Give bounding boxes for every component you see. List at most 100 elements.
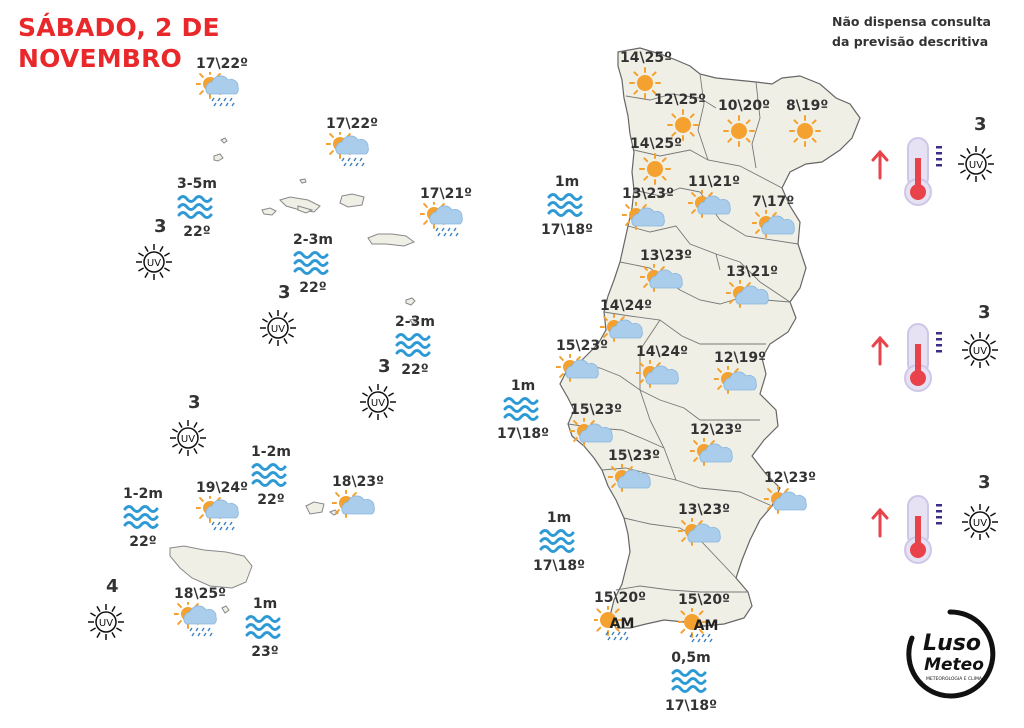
station-faro-east: 15\20º AM [676, 592, 730, 652]
station-temp: 13\21º [726, 264, 778, 280]
svg-text:AM: AM [694, 618, 719, 634]
station-setubal: 15\23º [607, 448, 660, 502]
station-faro-west: 15\20º AM [592, 590, 646, 650]
arrow-up-icon [870, 507, 890, 542]
station-porto: 14\25º [630, 136, 682, 190]
waves-icon [162, 193, 232, 223]
waves-icon [236, 461, 306, 491]
madeira-islands [169, 501, 339, 614]
sun-icon [638, 152, 682, 190]
waves-icon [380, 331, 450, 361]
station-temp: 15\20º [594, 590, 646, 606]
station-temp: 14\24º [600, 298, 652, 314]
uv-sun-icon: UV [358, 382, 398, 426]
waves-icon [230, 613, 300, 643]
sun-icon [722, 114, 770, 152]
sun-icon [666, 108, 706, 146]
uv-sun-icon: UV [960, 330, 1000, 374]
azores-station-east: 17\21º [419, 186, 472, 246]
waves-icon [532, 191, 602, 221]
svg-text:UV: UV [99, 618, 113, 629]
partly-cloudy-icon [621, 200, 674, 240]
station-vila-real: 10\20º [718, 98, 770, 152]
station-temp: 17\22º [326, 116, 378, 132]
partly-cloudy-icon [599, 312, 652, 352]
partly-cloudy-icon [763, 484, 816, 524]
wave-height: 1m [510, 378, 536, 394]
station-temp: 17\21º [420, 186, 472, 202]
partly-cloudy-icon [677, 516, 730, 556]
wave-height: 1m [252, 596, 278, 612]
arrow-up-icon [870, 335, 890, 370]
station-temp: 15\23º [570, 402, 622, 418]
azores-station-west: 17\22º [195, 56, 248, 116]
station-leiria: 14\24º [599, 298, 652, 352]
azores-sea-east: 2-3m 22º [380, 314, 450, 378]
station-temp: 18\25º [174, 586, 226, 602]
sea-temp: 23º [251, 644, 279, 660]
station-temp: 12\19º [714, 350, 766, 366]
wave-height: 2-3m [395, 314, 435, 330]
partly-cloudy-icon [713, 364, 766, 404]
svg-text:UV: UV [969, 160, 983, 171]
sun-cloud-rain-icon [325, 129, 378, 176]
station-temp: 17\22º [196, 56, 248, 72]
partly-cloudy-icon [639, 262, 692, 302]
station-castelo-branco: 13\21º [725, 264, 778, 318]
waves-icon [656, 667, 726, 697]
station-lisboa-norte: 15\23º [555, 338, 608, 392]
station-aveiro: 13\23º [621, 186, 674, 240]
station-temp: 12\23º [764, 470, 816, 486]
sea-temp: 17\18º [541, 222, 593, 238]
azores-station-central: 17\22º [325, 116, 378, 176]
station-temp: 15\23º [556, 338, 608, 354]
uv-sun-icon: UV [956, 144, 996, 188]
partly-cloudy-icon [725, 278, 778, 318]
logo-ring-icon: Luso Meteo METEOROLOGIA E CLIMA [906, 609, 996, 699]
station-temp: 13\23º [678, 502, 730, 518]
uv-value: 3 [978, 472, 991, 493]
forecast-date: SÁBADO, 2 DE NOVEMBRO [18, 12, 220, 74]
sea-temp: 17\18º [497, 426, 549, 442]
disclaimer-line-2: da previsão descritiva [832, 34, 989, 49]
wave-height: 1-2m [123, 486, 163, 502]
madeira-station-south: 18\25º [173, 586, 226, 646]
partly-cloudy-icon [607, 462, 660, 502]
madeira-sea-west: 1-2m 22º [108, 486, 178, 550]
waves-icon [278, 249, 348, 279]
sea-temp: 22º [257, 492, 285, 508]
station-temp: 15\23º [608, 448, 660, 464]
uv-value: 3 [188, 392, 201, 413]
sea-temp: 17\18º [665, 698, 717, 714]
azores-sea-central: 2-3m 22º [278, 232, 348, 296]
madeira-station-north: 19\24º [195, 480, 248, 540]
station-coimbra: 13\23º [639, 248, 692, 302]
partly-cloudy-icon [331, 488, 384, 528]
wave-height: 1-2m [251, 444, 291, 460]
station-temp: 8\19º [786, 98, 829, 114]
sea-temp: 17\18º [533, 558, 585, 574]
station-temp: 13\23º [640, 248, 692, 264]
disclaimer-line-1: Não dispensa consulta [832, 14, 991, 29]
station-santarem: 14\24º [635, 344, 688, 398]
svg-text:AM: AM [610, 616, 635, 632]
sun-cloud-rain-icon [419, 199, 472, 246]
azores-islands [213, 137, 417, 325]
uv-value: 3 [378, 356, 391, 377]
disclaimer: Não dispensa consulta da previsão descri… [832, 12, 991, 52]
partly-cloudy-icon [687, 188, 740, 228]
sea-temp: 22º [129, 534, 157, 550]
waves-icon [524, 527, 594, 557]
station-beja: 13\23º [677, 502, 730, 556]
station-portalegre: 12\19º [713, 350, 766, 404]
date-line-2: NOVEMBRO [18, 44, 182, 73]
station-beja-east: 12\23º [763, 470, 816, 524]
station-braga: 12\25º [654, 92, 706, 146]
station-temp: 11\21º [688, 174, 740, 190]
svg-text:UV: UV [973, 346, 987, 357]
wave-height: 2-3m [293, 232, 333, 248]
uv-sun-icon: UV [168, 418, 208, 462]
station-guarda: 7\17º [751, 194, 800, 248]
uv-value: 3 [154, 216, 167, 237]
partly-cloudy-icon [635, 358, 688, 398]
